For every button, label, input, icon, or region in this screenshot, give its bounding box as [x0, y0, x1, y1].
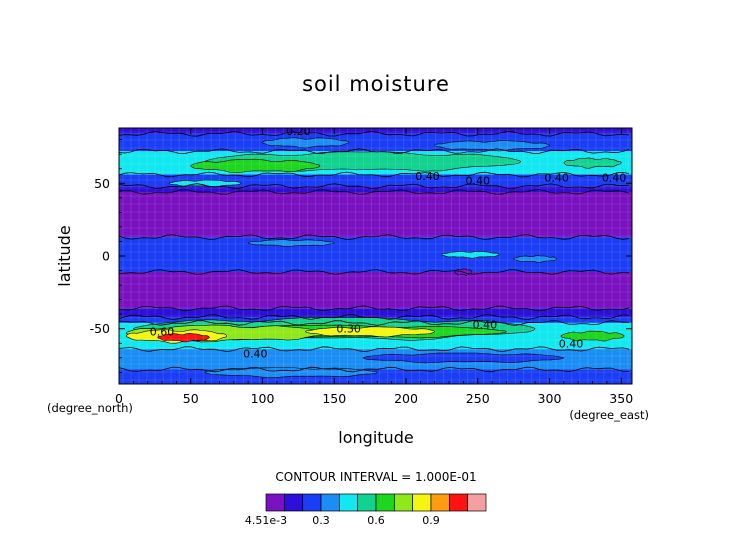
contour-line-7	[119, 269, 630, 275]
y-tick-label-0: 0	[102, 249, 110, 264]
x-tick-label-300: 300	[538, 391, 562, 406]
contour-label-0: 0.20	[286, 125, 311, 138]
contour-feature-10	[157, 333, 210, 343]
x-tick-label-200: 200	[394, 391, 418, 406]
contour-feature-14	[204, 367, 378, 379]
contour-line-11	[119, 346, 630, 353]
contour-line-9	[119, 314, 630, 321]
x-tick-label-0: 0	[115, 391, 123, 406]
contour-line-10	[119, 320, 629, 326]
lat-band-4	[119, 186, 632, 192]
contour-interval-label: CONTOUR INTERVAL = 1.000E-01	[275, 470, 476, 484]
contour-label-9: 0.40	[559, 337, 584, 350]
x-tick-label-100: 100	[251, 391, 275, 406]
plot-area: 0.20 0.40 0.40 0.40 0.40 0.60 0.30 0.40 0.40 0.40	[119, 125, 632, 384]
colorbar-swatch-2	[302, 493, 322, 512]
x-axis-label: longitude	[338, 428, 413, 447]
colorbar-swatch-4	[338, 493, 359, 512]
y-units-label: (degree_north)	[47, 401, 133, 415]
colorbar-swatch-3	[320, 493, 340, 512]
colorbar-swatch-8	[412, 493, 432, 512]
contour-line-4	[119, 183, 630, 190]
contour-feature-17	[513, 255, 558, 263]
contour-labels: 0.20 0.40 0.40 0.40 0.40 0.60 0.30 0.40 0.40 0.40	[150, 125, 627, 360]
contour-feature-12	[560, 330, 625, 342]
plot-gridlines	[119, 128, 632, 384]
lat-band-0	[119, 128, 632, 134]
colorbar-swatch-0	[265, 493, 285, 512]
lat-band-3	[119, 174, 632, 187]
colorbar-swatch-9	[430, 493, 450, 512]
contour-line-1	[119, 130, 630, 137]
contour-feature-16	[441, 250, 500, 259]
contour-line-8	[119, 305, 630, 312]
x-units-label: (degree_east)	[569, 408, 649, 422]
lat-band-6	[119, 237, 632, 272]
contour-line-12	[119, 366, 630, 373]
colorbar-swatch-6	[375, 493, 395, 512]
colorbar-swatch-1	[283, 493, 304, 512]
x-tick-label-150: 150	[322, 391, 346, 406]
contour-line-3	[119, 171, 630, 178]
y-axis-label: latitude	[55, 225, 74, 286]
colorbar-tick-label: 0.9	[422, 514, 440, 527]
contour-line-6	[119, 234, 630, 240]
y-tick-label--50: -50	[90, 321, 110, 336]
contour-label-1: 0.40	[415, 170, 440, 183]
lat-band-8	[119, 308, 632, 318]
contour-feature-5	[168, 179, 242, 188]
x-axis: 0 50 100 150 200 250 300 350	[115, 128, 633, 406]
contour-label-8: 0.40	[243, 347, 268, 360]
x-tick-label-250: 250	[466, 391, 490, 406]
colorbar-tick-labels: 4.51e-3 0.3 0.6 0.9	[245, 514, 440, 527]
contour-line-5	[119, 189, 630, 195]
colorbar-tick-label: 0.6	[367, 514, 385, 527]
x-tick-label-350: 350	[609, 391, 633, 406]
contour-feature-2	[563, 157, 622, 169]
lat-band-5	[119, 192, 632, 238]
colorbar-tick-label: 4.51e-3	[245, 514, 287, 527]
contour-feature-1	[190, 158, 321, 174]
colorbar-swatch-7	[393, 493, 414, 512]
chart-title: soil moisture	[302, 72, 450, 96]
y-axis: 50 0 -50	[90, 139, 632, 373]
contour-feature-13	[362, 352, 565, 364]
contour-label-3: 0.40	[544, 171, 569, 184]
colorbar-swatch-10	[448, 493, 469, 512]
x-tick-label-50: 50	[183, 391, 199, 406]
contour-label-6: 0.30	[336, 323, 361, 336]
contour-feature-3	[262, 137, 349, 149]
contour-label-7: 0.40	[473, 318, 498, 331]
contour-lines	[119, 130, 630, 373]
contour-label-4: 0.40	[602, 171, 627, 184]
contour-features	[125, 137, 625, 379]
colorbar-tick-label: 0.3	[312, 514, 330, 527]
colorbar	[265, 493, 487, 512]
contour-feature-15	[247, 239, 335, 247]
colorbar-swatch-5	[357, 493, 377, 512]
contour-label-2: 0.40	[465, 174, 490, 187]
colorbar-swatch-11	[467, 493, 487, 512]
y-tick-label-50: 50	[94, 176, 110, 191]
contour-feature-11	[305, 326, 436, 338]
contour-label-5: 0.60	[150, 326, 175, 339]
contour-feature-4	[434, 140, 550, 152]
lat-band-7	[119, 272, 632, 309]
contour-line-2	[119, 148, 630, 154]
